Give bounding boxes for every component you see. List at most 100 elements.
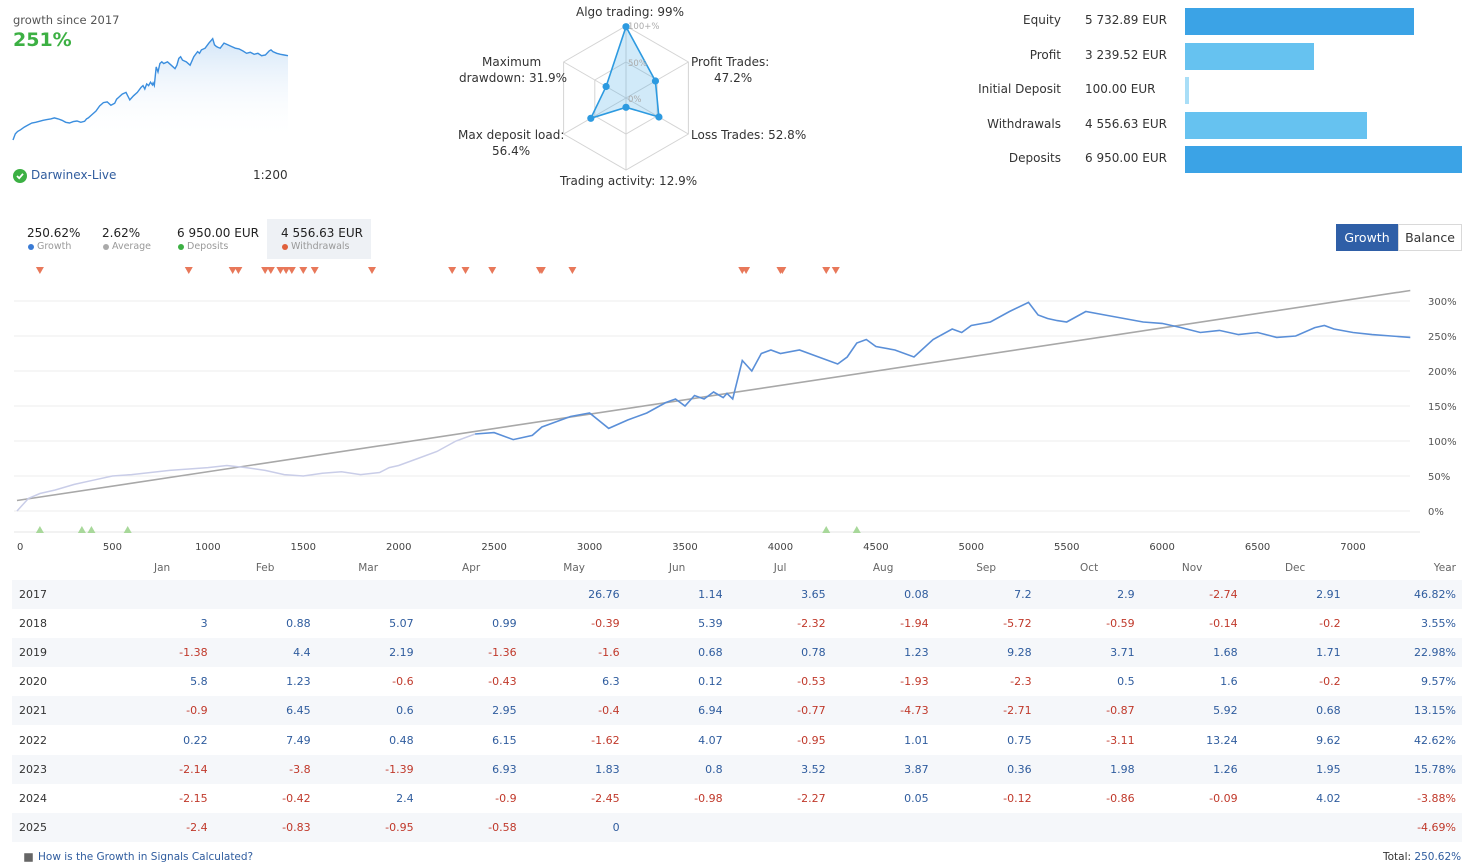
year-cell: 2022	[19, 733, 47, 747]
radar-point	[622, 103, 630, 111]
stat-label: Deposits	[178, 241, 228, 252]
y-tick-label: 150%	[1428, 402, 1457, 413]
y-tick-label: 250%	[1428, 332, 1457, 343]
stat-value: 4 556.63 EUR	[281, 226, 363, 240]
table-row: 2018 3 0.88 5.07 0.99 -0.39 5.39 -2.32 -1.94 -5.7…	[12, 609, 1462, 638]
stat-active-bg	[267, 219, 371, 259]
deposit-marker	[852, 526, 861, 533]
x-tick-label: 1500	[291, 542, 316, 553]
x-tick-label: 0	[17, 542, 23, 553]
year-cell: 2017	[12, 580, 111, 610]
month-header: Feb	[255, 562, 275, 574]
return-cell: -0.9	[495, 791, 517, 805]
help-icon	[24, 853, 33, 862]
month-header: Dec	[1284, 562, 1306, 574]
return-cell: 0.75	[1007, 733, 1032, 747]
return-cell: 0.36	[934, 754, 1038, 784]
growth-toggle-button[interactable]: Growth	[1336, 224, 1398, 251]
account-bar-value: 4 556.63 EUR	[1085, 116, 1167, 131]
return-cell: 3.87	[831, 754, 935, 784]
broker-link[interactable]: Darwinex-Live	[31, 168, 117, 182]
withdrawal-marker	[234, 267, 243, 274]
account-bar	[1185, 42, 1315, 70]
return-cell: -0.86	[1106, 791, 1135, 805]
return-cell: 0.78	[728, 638, 832, 668]
growth-calc-help-link[interactable]: How is the Growth in Signals Calculated?	[38, 851, 254, 863]
legend-dot-icon	[28, 243, 34, 250]
return-cell: 3.55%	[1421, 617, 1456, 631]
return-cell: 6.15	[492, 733, 517, 747]
year-cell: 2019	[12, 638, 111, 668]
return-cell: -1.94	[900, 617, 929, 631]
return-cell: -3.88%	[1417, 791, 1456, 805]
month-header: Nov	[1181, 562, 1203, 574]
account-bar-label: Withdrawals	[987, 116, 1061, 131]
return-cell: -0.9	[110, 696, 214, 726]
return-cell: 1.98	[1037, 754, 1141, 784]
return-cell: -0.14	[1209, 617, 1238, 631]
month-header: Sep	[976, 562, 997, 574]
return-cell: 0.99	[492, 617, 517, 631]
return-cell: -2.14	[110, 754, 214, 784]
account-bar-value: 5 732.89 EUR	[1085, 13, 1167, 27]
radar-ring-label-50: 50%	[628, 59, 647, 69]
return-cell: -0.42	[282, 791, 311, 805]
return-cell: 4.07	[698, 733, 723, 747]
return-cell	[831, 812, 935, 842]
radar-profit-trades-label: Profit Trades:	[691, 55, 770, 69]
return-cell: -3.11	[1106, 733, 1135, 747]
table-row: 2019 -1.38 4.4 2.19 -1.36 -1.6 0.68 0.78 1.23 9.2…	[12, 638, 1462, 668]
return-cell: 2.9	[1037, 580, 1141, 610]
x-tick-label: 2000	[386, 542, 411, 553]
return-cell: 26.76	[522, 580, 626, 610]
return-cell: -1.62	[591, 733, 620, 747]
deposit-marker	[77, 526, 86, 533]
withdrawal-marker	[742, 267, 751, 274]
radar-point	[587, 114, 595, 122]
account-bar	[1185, 8, 1414, 35]
x-tick-label: 5000	[959, 542, 984, 553]
return-cell: 6.94	[625, 696, 729, 726]
return-cell: -0.83	[213, 812, 317, 842]
return-cell: 3.71	[1037, 638, 1141, 668]
stat-value: 6 950.00 EUR	[177, 226, 259, 240]
x-tick-label: 1000	[195, 542, 220, 553]
x-tick-label: 3500	[672, 542, 697, 553]
balance-toggle-button[interactable]: Balance	[1398, 224, 1462, 251]
month-header: Apr	[462, 562, 481, 574]
return-cell: 9.57%	[1421, 675, 1456, 689]
return-cell: -0.6	[392, 675, 414, 689]
return-cell: 3.52	[728, 754, 832, 784]
return-cell: 0.12	[698, 675, 723, 689]
stat-value: 2.62%	[102, 226, 141, 240]
table-row: 2021 -0.9 6.45 0.6 2.95 -0.4 6.94 -0.77 -4.73 -2.…	[12, 696, 1462, 726]
return-cell: 1.6	[1220, 675, 1238, 689]
withdrawal-marker	[35, 267, 44, 274]
year-cell: 2021	[12, 696, 111, 726]
stat-value: 250.62%	[27, 226, 81, 240]
return-cell: -1.36	[419, 638, 523, 668]
radar-algo-trading: Algo trading: 99%	[576, 5, 685, 19]
x-tick-label: 4500	[863, 542, 888, 553]
y-tick-label: 200%	[1428, 367, 1457, 378]
return-cell: -5.72	[1003, 617, 1032, 631]
account-bar-label: Initial Deposit	[978, 82, 1061, 97]
withdrawal-marker	[822, 267, 831, 274]
return-cell: 5.07	[389, 617, 414, 631]
year-cell: 2020	[19, 675, 47, 689]
return-cell: -4.73	[831, 696, 935, 726]
y-tick-label: 300%	[1428, 297, 1457, 308]
account-bar-value: 100.00 EUR	[1085, 82, 1156, 97]
return-cell: 0.22	[183, 733, 208, 747]
stat-label: Average	[103, 241, 151, 252]
stat-label-text: Growth	[37, 241, 72, 252]
total-growth: Total: 250.62%	[1383, 851, 1461, 863]
account-bar-label: Equity	[1023, 13, 1061, 27]
return-cell: -0.95	[797, 733, 826, 747]
return-cell: 1.26	[1140, 754, 1244, 784]
radar-max-drawdown-value: drawdown: 31.9%	[459, 71, 568, 85]
growth-sparkline	[12, 37, 289, 141]
return-cell: -2.74	[1140, 580, 1244, 610]
account-bar-label: Profit	[1029, 47, 1061, 62]
withdrawal-marker	[488, 267, 497, 274]
